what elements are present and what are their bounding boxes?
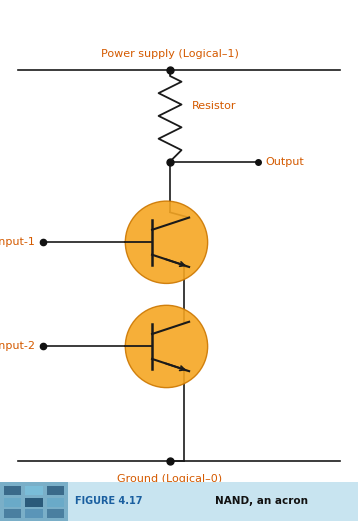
Bar bbox=[25, 498, 43, 507]
Bar bbox=[47, 486, 64, 495]
Bar bbox=[25, 509, 43, 518]
Text: FIGURE 4.17: FIGURE 4.17 bbox=[75, 497, 143, 506]
Bar bbox=[4, 486, 21, 495]
Bar bbox=[4, 498, 21, 507]
Bar bbox=[47, 509, 64, 518]
Text: Resistor: Resistor bbox=[192, 101, 236, 110]
Text: Output: Output bbox=[265, 156, 304, 167]
Text: Input-2: Input-2 bbox=[0, 341, 36, 352]
Text: (a): (a) bbox=[170, 500, 188, 513]
Bar bbox=[25, 486, 43, 495]
Bar bbox=[47, 498, 64, 507]
Text: Input-1: Input-1 bbox=[0, 237, 36, 247]
Text: Power supply (Logical–1): Power supply (Logical–1) bbox=[101, 49, 239, 59]
Text: Ground (Logical–0): Ground (Logical–0) bbox=[117, 474, 223, 484]
Text: NAND, an acron: NAND, an acron bbox=[215, 497, 308, 506]
Bar bbox=[4, 509, 21, 518]
Ellipse shape bbox=[125, 305, 208, 388]
Ellipse shape bbox=[125, 201, 208, 283]
Bar bbox=[0, 482, 358, 521]
Bar bbox=[0, 482, 68, 521]
